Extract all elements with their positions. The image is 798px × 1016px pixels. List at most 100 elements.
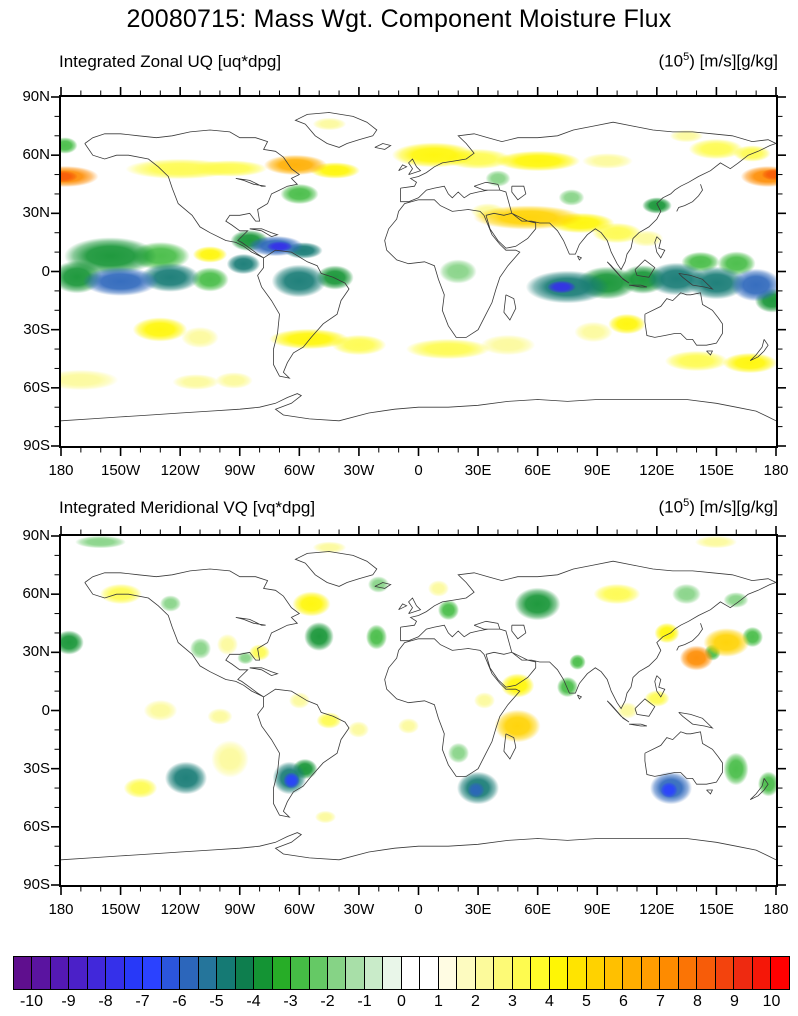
colorbar-box xyxy=(217,957,236,989)
colorbar-box xyxy=(438,957,458,989)
colorbar-box xyxy=(198,957,218,989)
colorbar-tick-label: -2 xyxy=(320,993,335,1010)
lon-tick-label: 30E xyxy=(464,462,492,479)
lat-tick-label: 90N xyxy=(22,88,50,105)
positive-flux-blob xyxy=(311,809,339,825)
negative-flux-blob xyxy=(263,239,296,253)
colorbar-box xyxy=(143,957,162,989)
lon-tick-label: 90W xyxy=(224,462,256,479)
positive-flux-blob xyxy=(394,335,503,363)
colorbar-box xyxy=(14,957,33,989)
lon-tick-label: 150E xyxy=(698,462,734,479)
positive-flux-blob xyxy=(254,151,336,178)
negative-flux-blob xyxy=(61,135,82,156)
lon-tick-label: 60E xyxy=(524,901,551,918)
negative-flux-blob xyxy=(156,593,184,615)
colorbar-tick-label: 9 xyxy=(730,993,739,1010)
negative-flux-blob xyxy=(481,167,515,189)
colorbar-box xyxy=(568,957,587,989)
colorbar-box xyxy=(771,957,789,989)
positive-flux-blob xyxy=(138,697,182,724)
lon-tick-label: 120W xyxy=(160,462,200,479)
positive-flux-blob xyxy=(574,150,640,172)
colorbar-box xyxy=(401,957,421,989)
positive-flux-blob xyxy=(483,147,592,175)
colorbar-tick-label: 4 xyxy=(545,993,554,1010)
negative-flux-blob xyxy=(433,255,483,288)
positive-flux-blob xyxy=(188,243,232,265)
lon-tick-label: 180 xyxy=(48,901,74,918)
positive-flux-blob xyxy=(246,641,274,663)
negative-flux-blob xyxy=(667,581,706,608)
coastline-overlay xyxy=(61,551,776,861)
negative-flux-blob xyxy=(363,621,391,653)
lon-tick-label: 30W xyxy=(343,901,375,918)
negative-flux-blob xyxy=(186,635,214,662)
positive-flux-blob xyxy=(181,158,279,180)
colorbar-box xyxy=(346,957,365,989)
negative-flux-blob xyxy=(720,747,753,790)
panel1-header: Integrated Zonal UQ [uq*dpg] (105) [m/s]… xyxy=(59,51,778,72)
negative-flux-blob xyxy=(754,768,776,800)
colorbar-tick-label: 7 xyxy=(656,993,665,1010)
zonal-uq-contour-field xyxy=(61,97,776,446)
lat-tick-label: 90S xyxy=(23,876,50,893)
lon-tick-label: 120E xyxy=(639,901,675,918)
positive-flux-blob xyxy=(345,719,373,741)
colorbar-tick-label: -6 xyxy=(172,993,187,1010)
positive-flux-blob xyxy=(457,201,598,233)
lon-tick-label: 120W xyxy=(160,901,200,918)
colorbar-tick-label: 2 xyxy=(471,993,480,1010)
lon-tick-label: 120E xyxy=(639,462,675,479)
positive-flux-blob xyxy=(715,349,776,376)
colorbar-box xyxy=(678,957,698,989)
lat-tick-label: 90N xyxy=(22,527,50,544)
positive-flux-blob xyxy=(312,709,346,731)
colorbar-box xyxy=(106,957,125,989)
colorbar-tick-label: -8 xyxy=(98,993,113,1010)
colorbar-tick-label: -3 xyxy=(283,993,298,1010)
positive-flux-blob xyxy=(757,166,776,183)
positive-flux-blob xyxy=(307,116,351,132)
negative-flux-blob xyxy=(657,779,680,801)
lat-tick-label: 60N xyxy=(22,585,50,603)
colorbar-box xyxy=(752,957,772,989)
negative-flux-blob xyxy=(566,651,589,673)
lon-tick-label: 150E xyxy=(698,901,734,918)
negative-flux-blob xyxy=(72,262,170,300)
positive-flux-blob xyxy=(650,619,683,647)
positive-flux-blob xyxy=(470,690,498,712)
colorbar-box xyxy=(254,957,273,989)
negative-flux-blob xyxy=(444,740,472,767)
lon-tick-label: 90E xyxy=(583,901,611,918)
colorbar-box xyxy=(124,957,144,989)
colorbar-tick-label: 0 xyxy=(397,993,406,1010)
colorbar-box xyxy=(32,957,51,989)
panel2-title: Integrated Meridional VQ [vq*dpg] xyxy=(59,498,316,517)
lat-tick-label: 30S xyxy=(23,759,50,777)
colorbar-tick-label: -1 xyxy=(357,993,372,1010)
negative-flux-blob xyxy=(542,279,581,295)
colorbar-box xyxy=(309,957,328,989)
colorbar-box xyxy=(364,957,384,989)
colorbar-box xyxy=(50,957,70,989)
negative-flux-blob xyxy=(508,582,568,625)
colorbar-box xyxy=(512,957,532,989)
lon-tick-label: 180 xyxy=(763,462,789,479)
meridional-vq-map xyxy=(59,534,778,887)
colorbar-box xyxy=(697,957,716,989)
lon-tick-label: 0 xyxy=(414,901,423,918)
colorbar-tick-label: 8 xyxy=(693,993,702,1010)
lat-tick-label: 0 xyxy=(41,701,50,719)
colorbar-box xyxy=(734,957,753,989)
lat-tick-label: 60N xyxy=(22,146,50,164)
positive-flux-blob xyxy=(286,588,336,620)
negative-flux-blob xyxy=(280,769,303,791)
negative-flux-blob xyxy=(159,757,214,800)
zonal-uq-map xyxy=(59,95,778,448)
positive-flux-blob xyxy=(285,690,313,712)
panel2-header: Integrated Meridional VQ [vq*dpg] (105) … xyxy=(59,497,778,518)
positive-flux-blob xyxy=(203,705,237,727)
lon-tick-label: 90E xyxy=(583,462,611,479)
lon-tick-label: 30E xyxy=(464,901,492,918)
